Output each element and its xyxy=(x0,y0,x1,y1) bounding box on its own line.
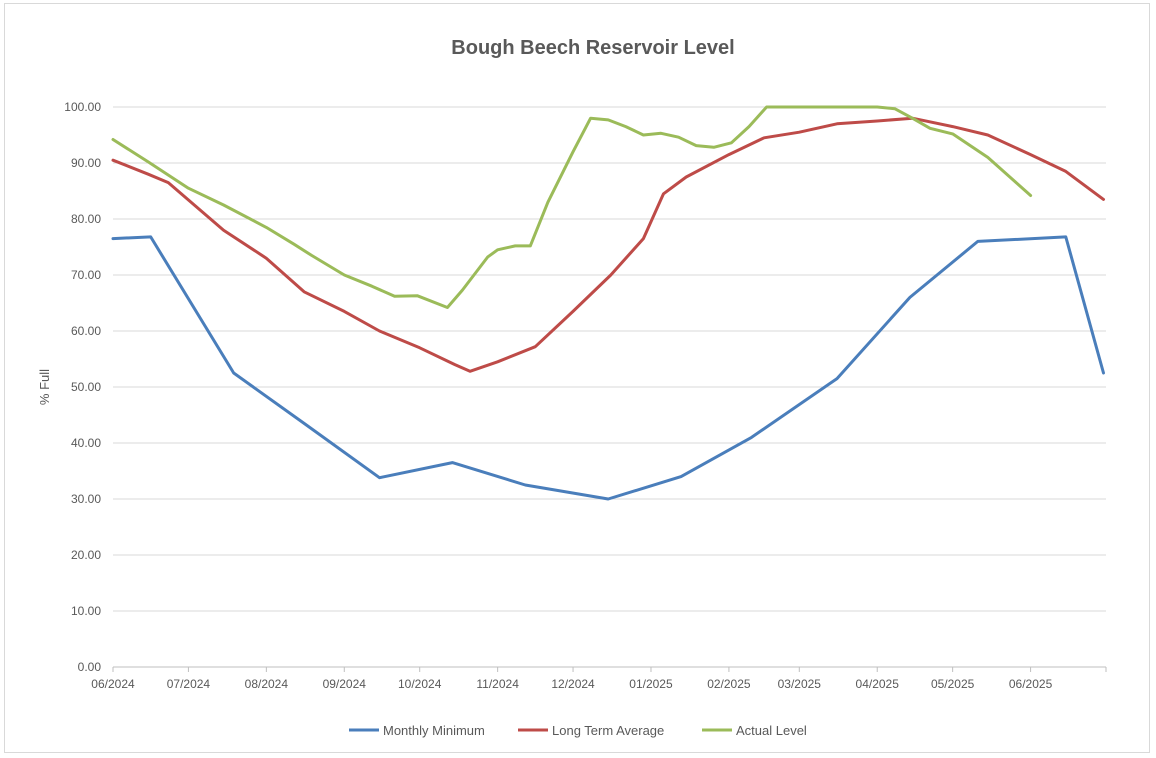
y-tick-label: 50.00 xyxy=(71,380,101,394)
x-tick-label: 01/2025 xyxy=(629,677,673,691)
x-tick-label: 08/2024 xyxy=(245,677,289,691)
chart-title: Bough Beech Reservoir Level xyxy=(451,37,734,59)
y-tick-label: 100.00 xyxy=(64,100,101,114)
series-line-monthly-minimum xyxy=(111,235,1105,501)
x-tick-label: 07/2024 xyxy=(167,677,211,691)
x-tick-label: 06/2024 xyxy=(91,677,135,691)
series-line-actual-level xyxy=(111,105,1033,309)
y-tick-labels: 0.00 10.00 20.00 30.00 40.00 50.00 60.00 70.00 8… xyxy=(64,100,101,674)
x-tick-label: 03/2025 xyxy=(778,677,822,691)
series-lines xyxy=(111,105,1105,501)
y-tick-label: 0.00 xyxy=(78,660,102,674)
y-axis-label: % Full xyxy=(37,369,52,405)
y-tick-label: 30.00 xyxy=(71,492,101,506)
series-line-long-term-average xyxy=(111,116,1105,373)
legend: Monthly Minimum Long Term Average Actual L… xyxy=(349,723,807,738)
y-tick-label: 70.00 xyxy=(71,268,101,282)
legend-label-long-term-average: Long Term Average xyxy=(552,723,664,738)
y-tick-label: 10.00 xyxy=(71,604,101,618)
x-tick-label: 04/2025 xyxy=(856,677,900,691)
legend-label-monthly-minimum: Monthly Minimum xyxy=(383,723,485,738)
legend-label-actual-level: Actual Level xyxy=(736,723,807,738)
x-tick-label: 10/2024 xyxy=(398,677,442,691)
x-tick-label: 11/2024 xyxy=(476,677,519,691)
y-tick-label: 80.00 xyxy=(71,212,101,226)
y-tick-label: 20.00 xyxy=(71,548,101,562)
x-tick-labels: 06/2024 07/2024 08/2024 09/2024 10/2024 11/20… xyxy=(91,677,1052,691)
x-tick-label: 06/2025 xyxy=(1009,677,1053,691)
x-tick-label: 09/2024 xyxy=(323,677,367,691)
y-tick-label: 90.00 xyxy=(71,156,101,170)
y-tick-label: 40.00 xyxy=(71,436,101,450)
y-tick-label: 60.00 xyxy=(71,324,101,338)
x-tick-label: 05/2025 xyxy=(931,677,975,691)
x-tick-label: 02/2025 xyxy=(707,677,751,691)
x-axis xyxy=(112,666,1107,672)
gridlines xyxy=(113,106,1106,612)
x-tick-label: 12/2024 xyxy=(551,677,595,691)
